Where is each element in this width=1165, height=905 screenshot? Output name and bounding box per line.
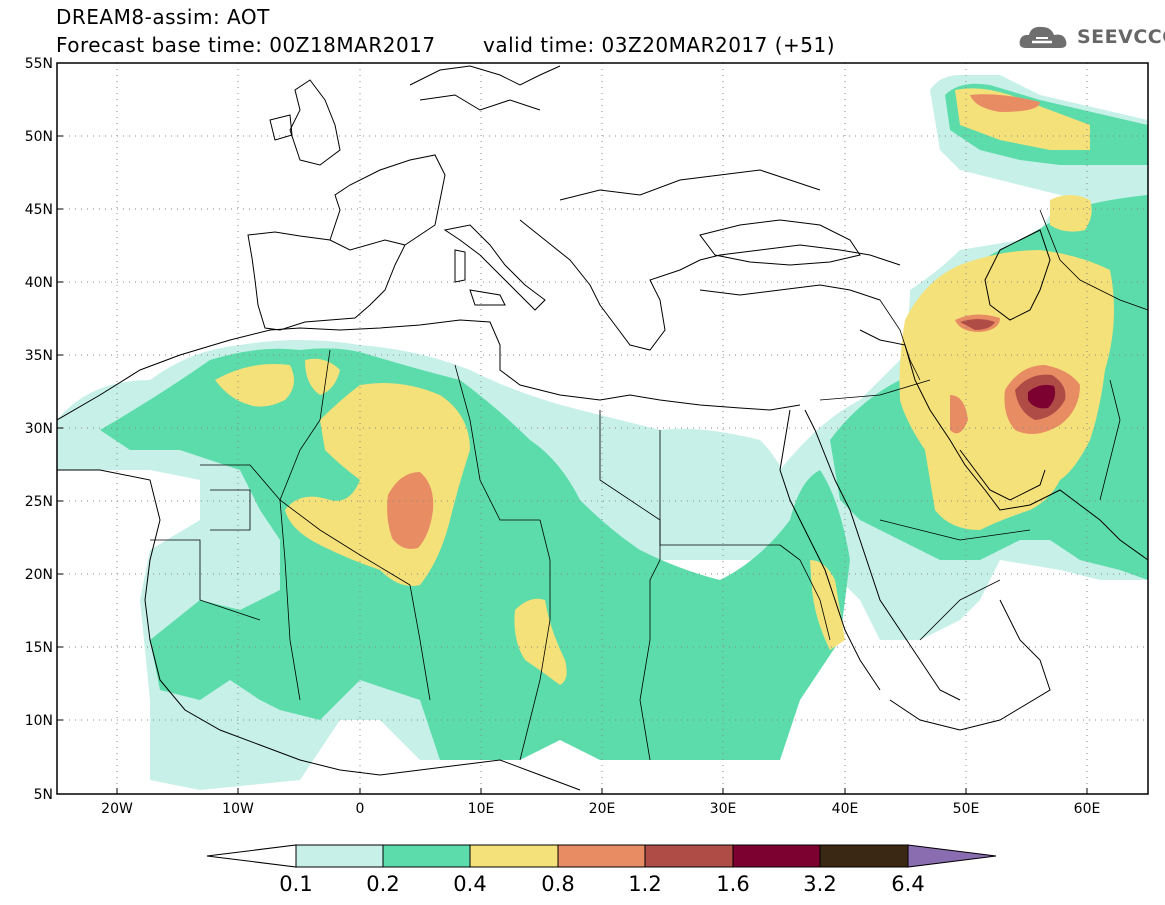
lon-label: 30E bbox=[710, 801, 737, 817]
coastlines bbox=[57, 65, 1148, 791]
country-borders bbox=[150, 209, 1148, 761]
lat-label: 30N bbox=[25, 421, 53, 437]
lat-label: 5N bbox=[34, 787, 53, 803]
lon-label: 10W bbox=[222, 801, 254, 817]
colorbar-over-arrow bbox=[907, 844, 997, 868]
cloud-logo-icon bbox=[1019, 26, 1067, 48]
colorbar-label: 6.4 bbox=[891, 872, 925, 896]
colorbar-swatch bbox=[469, 844, 559, 868]
lat-label: 15N bbox=[25, 640, 53, 656]
lat-label: 20N bbox=[25, 567, 53, 583]
colorbar-label: 1.2 bbox=[628, 872, 662, 896]
lon-label: 0 bbox=[356, 801, 365, 817]
longitude-labels: 20W 10W 0 10E 20E 30E 40E 50E 60E bbox=[101, 801, 1100, 817]
lat-label: 35N bbox=[25, 348, 53, 364]
colorbar-label: 0.4 bbox=[453, 872, 487, 896]
colorbar-swatch bbox=[644, 844, 734, 868]
colorbar-swatch bbox=[732, 844, 821, 868]
aot-field bbox=[57, 63, 1148, 794]
lat-label: 40N bbox=[25, 275, 53, 291]
logo-text: SEEVCCC bbox=[1077, 26, 1165, 48]
lon-label: 20W bbox=[101, 801, 133, 817]
lon-label: 40E bbox=[832, 801, 859, 817]
lat-label: 45N bbox=[25, 202, 53, 218]
colorbar-swatch bbox=[819, 844, 909, 868]
lon-label: 20E bbox=[589, 801, 616, 817]
lat-label: 50N bbox=[25, 129, 53, 145]
colorbar-label: 3.2 bbox=[803, 872, 837, 896]
map-title: DREAM8-assim: AOT bbox=[56, 5, 270, 29]
aot-band-1.6 bbox=[1028, 384, 1056, 409]
colorbar-label: 1.6 bbox=[716, 872, 750, 896]
colorbar-under-arrow bbox=[206, 844, 297, 868]
colorbar-swatch bbox=[295, 844, 384, 868]
colorbar-swatch bbox=[557, 844, 646, 868]
colorbar-label: 0.2 bbox=[366, 872, 400, 896]
lon-label: 60E bbox=[1074, 801, 1101, 817]
forecast-base-time: Forecast base time: 00Z18MAR2017 bbox=[56, 33, 436, 57]
lat-label: 10N bbox=[25, 713, 53, 729]
colorbar-label: 0.1 bbox=[279, 872, 313, 896]
lat-label: 25N bbox=[25, 494, 53, 510]
colorbar-label: 0.8 bbox=[541, 872, 575, 896]
colorbar bbox=[206, 844, 997, 868]
lon-label: 50E bbox=[953, 801, 980, 817]
valid-time: valid time: 03Z20MAR2017 (+51) bbox=[483, 33, 836, 57]
axis-ticks bbox=[57, 135, 1088, 794]
lon-label: 10E bbox=[468, 801, 495, 817]
seevccc-logo: SEEVCCC bbox=[1018, 22, 1165, 52]
colorbar-swatch bbox=[382, 844, 471, 868]
lat-label: 55N bbox=[25, 56, 53, 72]
latitude-labels: 55N 50N 45N 40N 35N 30N 25N 20N 15N 10N … bbox=[25, 56, 53, 803]
